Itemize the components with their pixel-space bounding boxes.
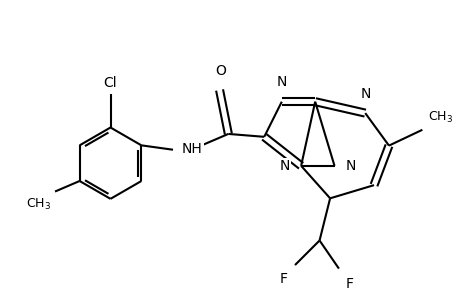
- Text: O: O: [214, 64, 225, 78]
- Text: F: F: [280, 272, 287, 286]
- Text: CH$_3$: CH$_3$: [25, 197, 50, 212]
- Text: N: N: [345, 159, 356, 173]
- Text: NH: NH: [181, 142, 202, 156]
- Text: CH$_3$: CH$_3$: [427, 110, 452, 124]
- Text: F: F: [345, 278, 353, 291]
- Text: Cl: Cl: [103, 76, 117, 90]
- Text: N: N: [360, 87, 370, 101]
- Text: N: N: [276, 75, 286, 89]
- Text: N: N: [279, 159, 289, 173]
